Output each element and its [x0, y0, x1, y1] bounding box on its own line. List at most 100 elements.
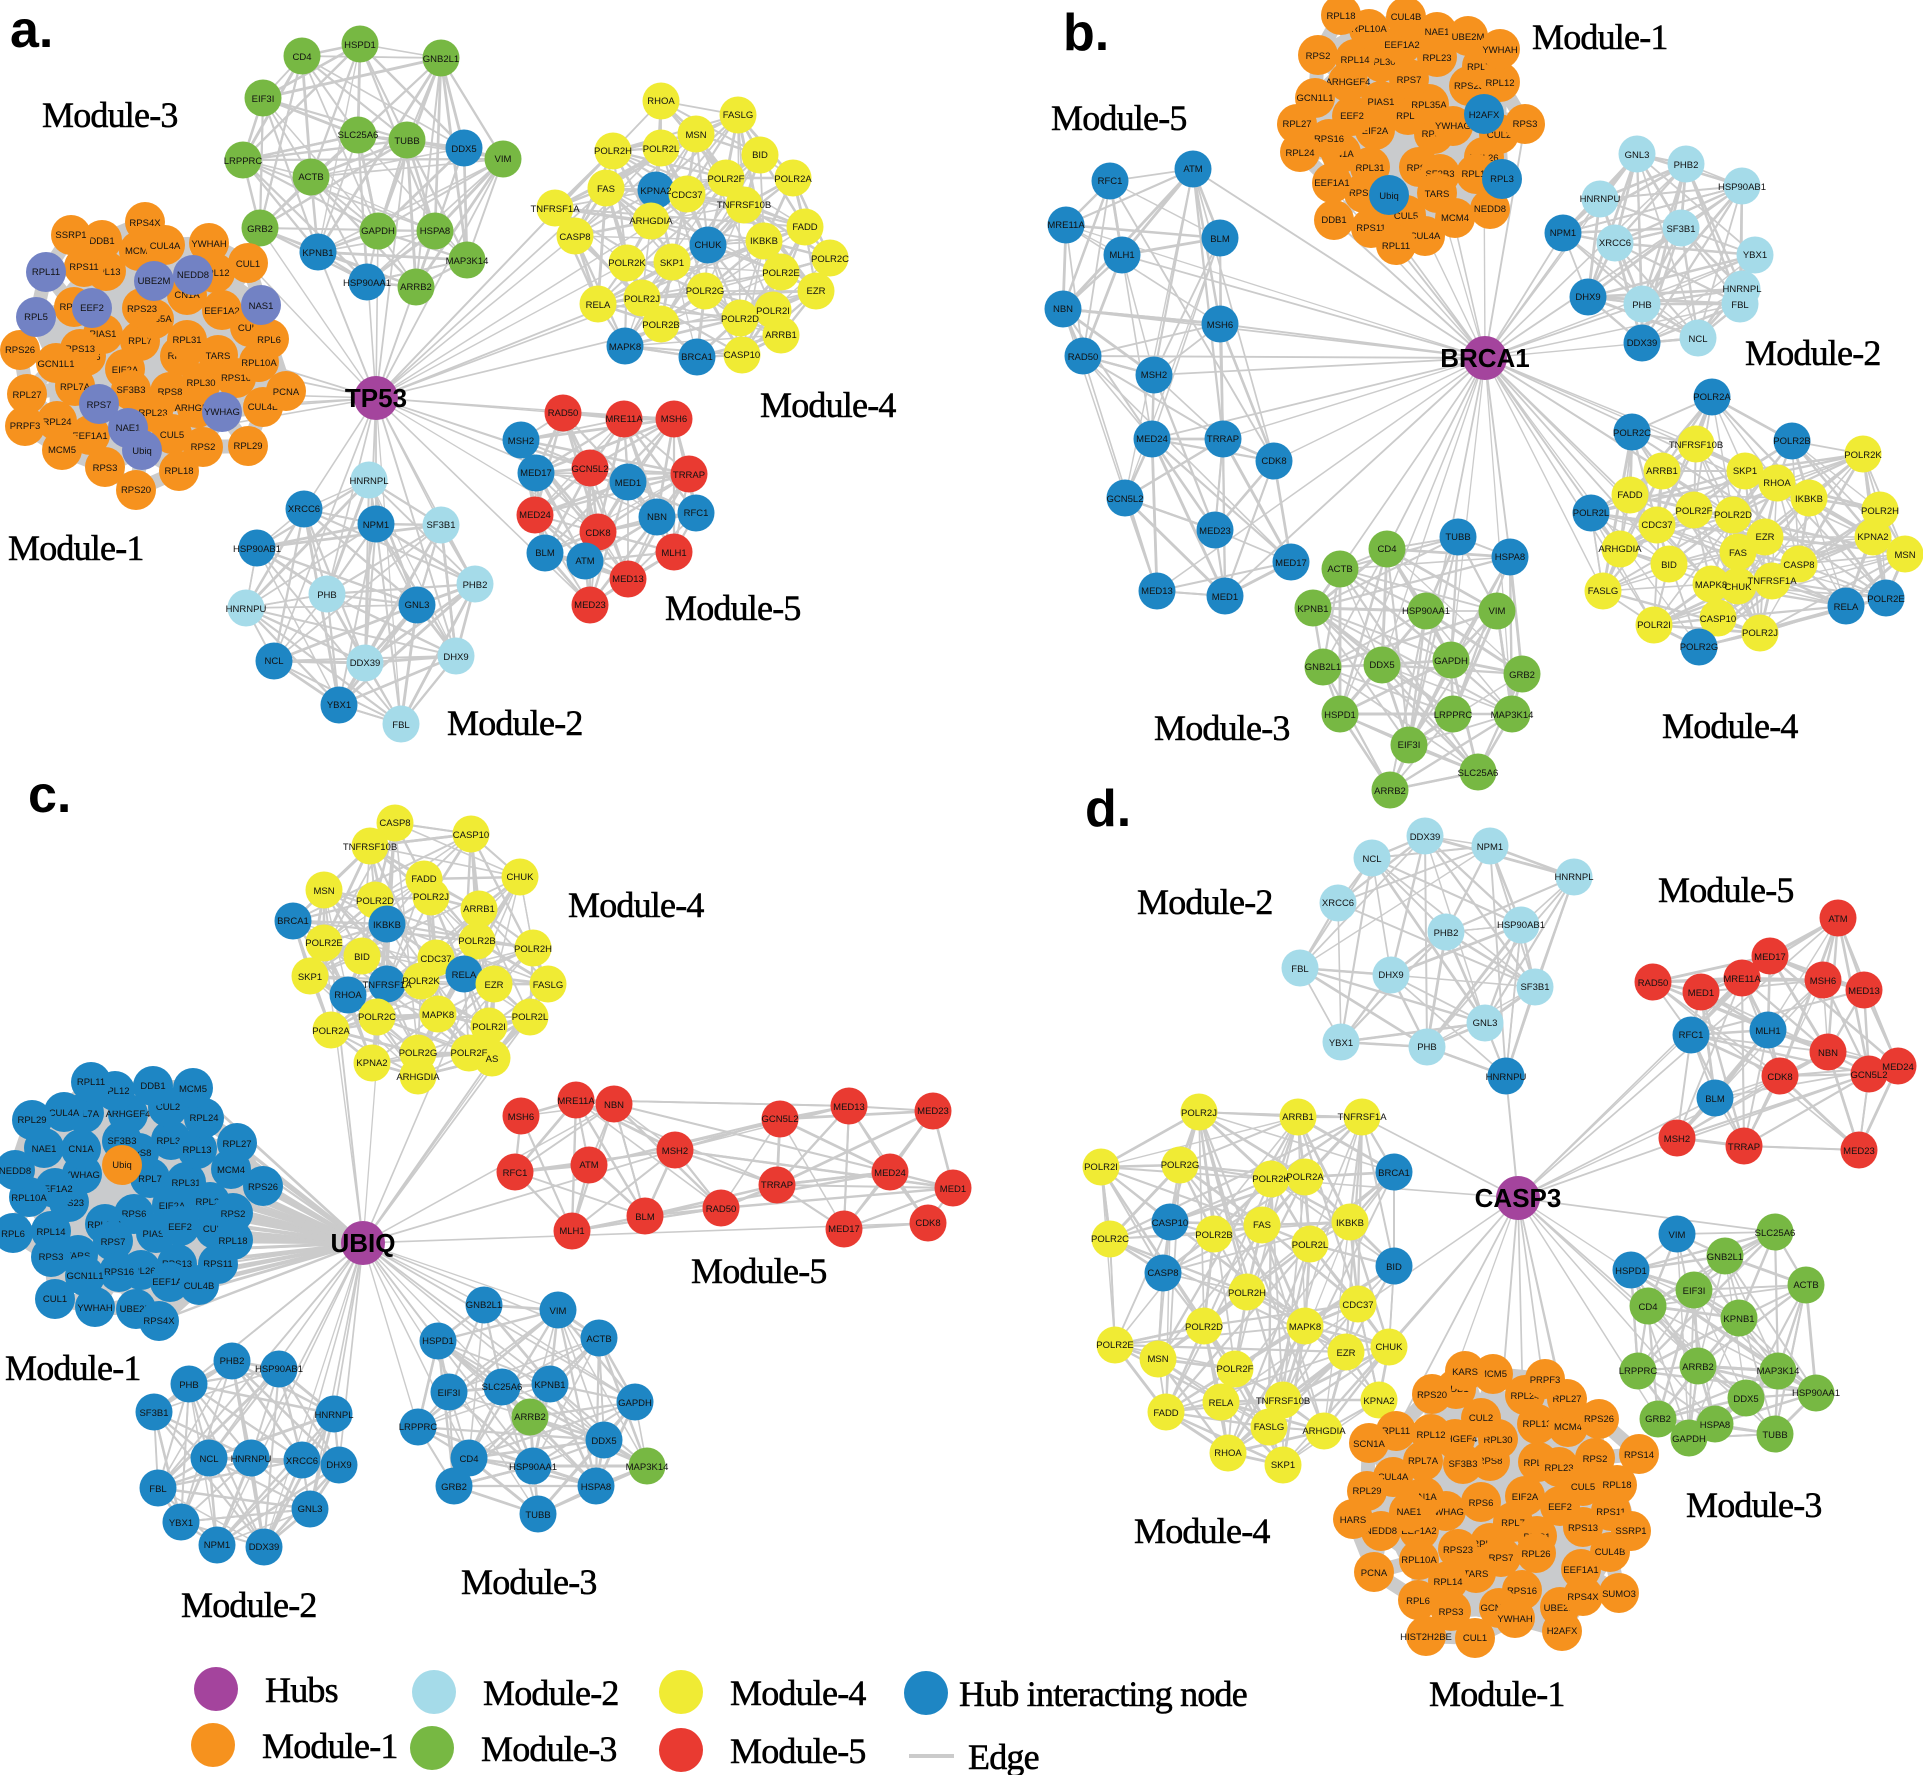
svg-text:RAD50: RAD50 [1068, 352, 1099, 363]
svg-text:TNFRSF1A: TNFRSF1A [1747, 576, 1797, 587]
svg-text:RPS23: RPS23 [1443, 1545, 1473, 1556]
svg-text:RPS26: RPS26 [5, 345, 35, 356]
svg-text:POLR2A: POLR2A [774, 174, 812, 185]
svg-text:FBL: FBL [1291, 964, 1308, 975]
svg-text:GRB2: GRB2 [247, 224, 273, 235]
svg-text:MSH2: MSH2 [1141, 370, 1167, 381]
svg-text:HSPD1: HSPD1 [422, 1336, 454, 1347]
svg-text:MED13: MED13 [1141, 586, 1173, 597]
svg-text:NPM1: NPM1 [1477, 842, 1503, 853]
svg-text:RELA: RELA [586, 300, 611, 311]
svg-text:HSP90AB1: HSP90AB1 [233, 544, 281, 555]
svg-text:EEF2: EEF2 [1548, 1502, 1572, 1513]
svg-text:CUL1: CUL1 [43, 1294, 67, 1305]
svg-text:MSN: MSN [1894, 550, 1915, 561]
svg-text:YBX1: YBX1 [1329, 1038, 1353, 1049]
svg-text:ACTB: ACTB [298, 172, 323, 183]
svg-text:POLR2E: POLR2E [305, 938, 343, 949]
svg-text:POLR2I: POLR2I [1084, 1162, 1118, 1173]
svg-text:FADD: FADD [1153, 1408, 1178, 1419]
svg-text:RPL27: RPL27 [222, 1139, 251, 1150]
svg-text:CN1A: CN1A [68, 1144, 94, 1155]
svg-text:POLR2J: POLR2J [413, 892, 449, 903]
svg-text:BLM: BLM [1705, 1094, 1725, 1105]
svg-text:IKBKB: IKBKB [750, 236, 778, 247]
svg-text:PRPF3: PRPF3 [1530, 1375, 1561, 1386]
svg-text:TUBB: TUBB [525, 1510, 550, 1521]
svg-text:CDC37: CDC37 [1641, 520, 1672, 531]
svg-text:MED17: MED17 [1754, 952, 1786, 963]
svg-text:NEDD8: NEDD8 [0, 1166, 31, 1177]
svg-text:SF3B1: SF3B1 [1520, 982, 1549, 993]
svg-text:CDK8: CDK8 [1261, 456, 1286, 467]
svg-text:YWHAG: YWHAG [1435, 121, 1471, 132]
svg-text:TNFRSF10B: TNFRSF10B [1256, 1396, 1310, 1407]
svg-text:POLR2H: POLR2H [514, 944, 552, 955]
svg-text:MED23: MED23 [1843, 1146, 1875, 1157]
svg-text:CUL4A: CUL4A [150, 241, 181, 252]
svg-text:RPL18: RPL18 [164, 466, 193, 477]
svg-text:MRE11A: MRE11A [1723, 974, 1761, 985]
svg-text:CUL1: CUL1 [1463, 1633, 1487, 1644]
svg-text:Module-5: Module-5 [691, 1251, 827, 1291]
svg-text:DDX39: DDX39 [249, 1542, 280, 1553]
svg-text:HNRNPU: HNRNPU [226, 604, 267, 615]
svg-text:POLR2L: POLR2L [512, 1012, 548, 1023]
svg-text:TP53: TP53 [345, 383, 407, 413]
svg-text:a.: a. [10, 1, 53, 59]
svg-text:MAPK8: MAPK8 [1695, 580, 1727, 591]
svg-text:GNB2L1: GNB2L1 [423, 54, 459, 65]
svg-text:RPS16: RPS16 [1314, 134, 1344, 145]
svg-text:SLC25A6: SLC25A6 [1458, 768, 1499, 779]
svg-text:RPL3: RPL3 [1490, 174, 1514, 185]
svg-text:NCL: NCL [264, 656, 283, 667]
svg-text:SF3B3: SF3B3 [1448, 1459, 1477, 1470]
svg-text:RHOA: RHOA [1214, 1448, 1242, 1459]
svg-text:ARRB2: ARRB2 [514, 1412, 546, 1423]
svg-text:Ubiq: Ubiq [132, 446, 152, 457]
svg-text:RPL10A: RPL10A [11, 1193, 47, 1204]
svg-text:ARRB2: ARRB2 [1682, 1362, 1714, 1373]
svg-text:GNL3: GNL3 [298, 1504, 323, 1515]
svg-text:CHUK: CHUK [1376, 1342, 1404, 1353]
svg-text:ARRB1: ARRB1 [1282, 1112, 1314, 1123]
svg-text:YWHAG: YWHAG [204, 407, 240, 418]
svg-text:PHB: PHB [1417, 1042, 1437, 1053]
svg-text:MSH2: MSH2 [662, 1146, 688, 1157]
svg-text:CDK8: CDK8 [915, 1218, 940, 1229]
svg-text:Module-1: Module-1 [5, 1348, 141, 1388]
svg-text:MRE11A: MRE11A [557, 1096, 595, 1107]
svg-text:Module-3: Module-3 [1154, 708, 1290, 748]
svg-text:CD4: CD4 [459, 1454, 478, 1465]
svg-text:DHX9: DHX9 [1378, 970, 1403, 981]
svg-text:NBN: NBN [1053, 304, 1073, 315]
svg-text:HSPD1: HSPD1 [344, 40, 376, 51]
svg-text:EEF2: EEF2 [168, 1222, 192, 1233]
svg-text:SLC25A6: SLC25A6 [1755, 1228, 1796, 1239]
svg-text:CASP8: CASP8 [379, 818, 410, 829]
svg-text:NCL: NCL [199, 1454, 218, 1465]
svg-text:SF3B1: SF3B1 [139, 1408, 168, 1419]
svg-text:RAD50: RAD50 [548, 408, 579, 419]
svg-text:MCM5: MCM5 [48, 445, 76, 456]
svg-text:ARHGDIA: ARHGDIA [1302, 1426, 1346, 1437]
svg-text:ACTB: ACTB [586, 1334, 611, 1345]
svg-text:ARRB1: ARRB1 [463, 904, 495, 915]
svg-text:POLR2D: POLR2D [1714, 510, 1752, 521]
svg-text:GRB2: GRB2 [441, 1482, 467, 1493]
svg-text:RPL13: RPL13 [182, 1145, 211, 1156]
svg-text:RPS26: RPS26 [248, 1182, 278, 1193]
svg-text:PRPF3: PRPF3 [10, 421, 41, 432]
svg-text:GNL3: GNL3 [1473, 1018, 1498, 1029]
svg-text:BLM: BLM [535, 548, 555, 559]
svg-text:RPS3: RPS3 [1513, 119, 1538, 130]
svg-text:TNFRSF1A: TNFRSF1A [1337, 1112, 1387, 1123]
svg-text:RPL30: RPL30 [186, 378, 215, 389]
svg-text:SF3B1: SF3B1 [1666, 224, 1695, 235]
svg-text:POLR2B: POLR2B [1773, 436, 1811, 447]
svg-text:Module-4: Module-4 [568, 885, 704, 925]
svg-text:Module-3: Module-3 [42, 95, 178, 135]
svg-text:DDX5: DDX5 [451, 144, 476, 155]
svg-text:EZR: EZR [807, 286, 826, 297]
svg-text:FASLG: FASLG [533, 980, 564, 991]
